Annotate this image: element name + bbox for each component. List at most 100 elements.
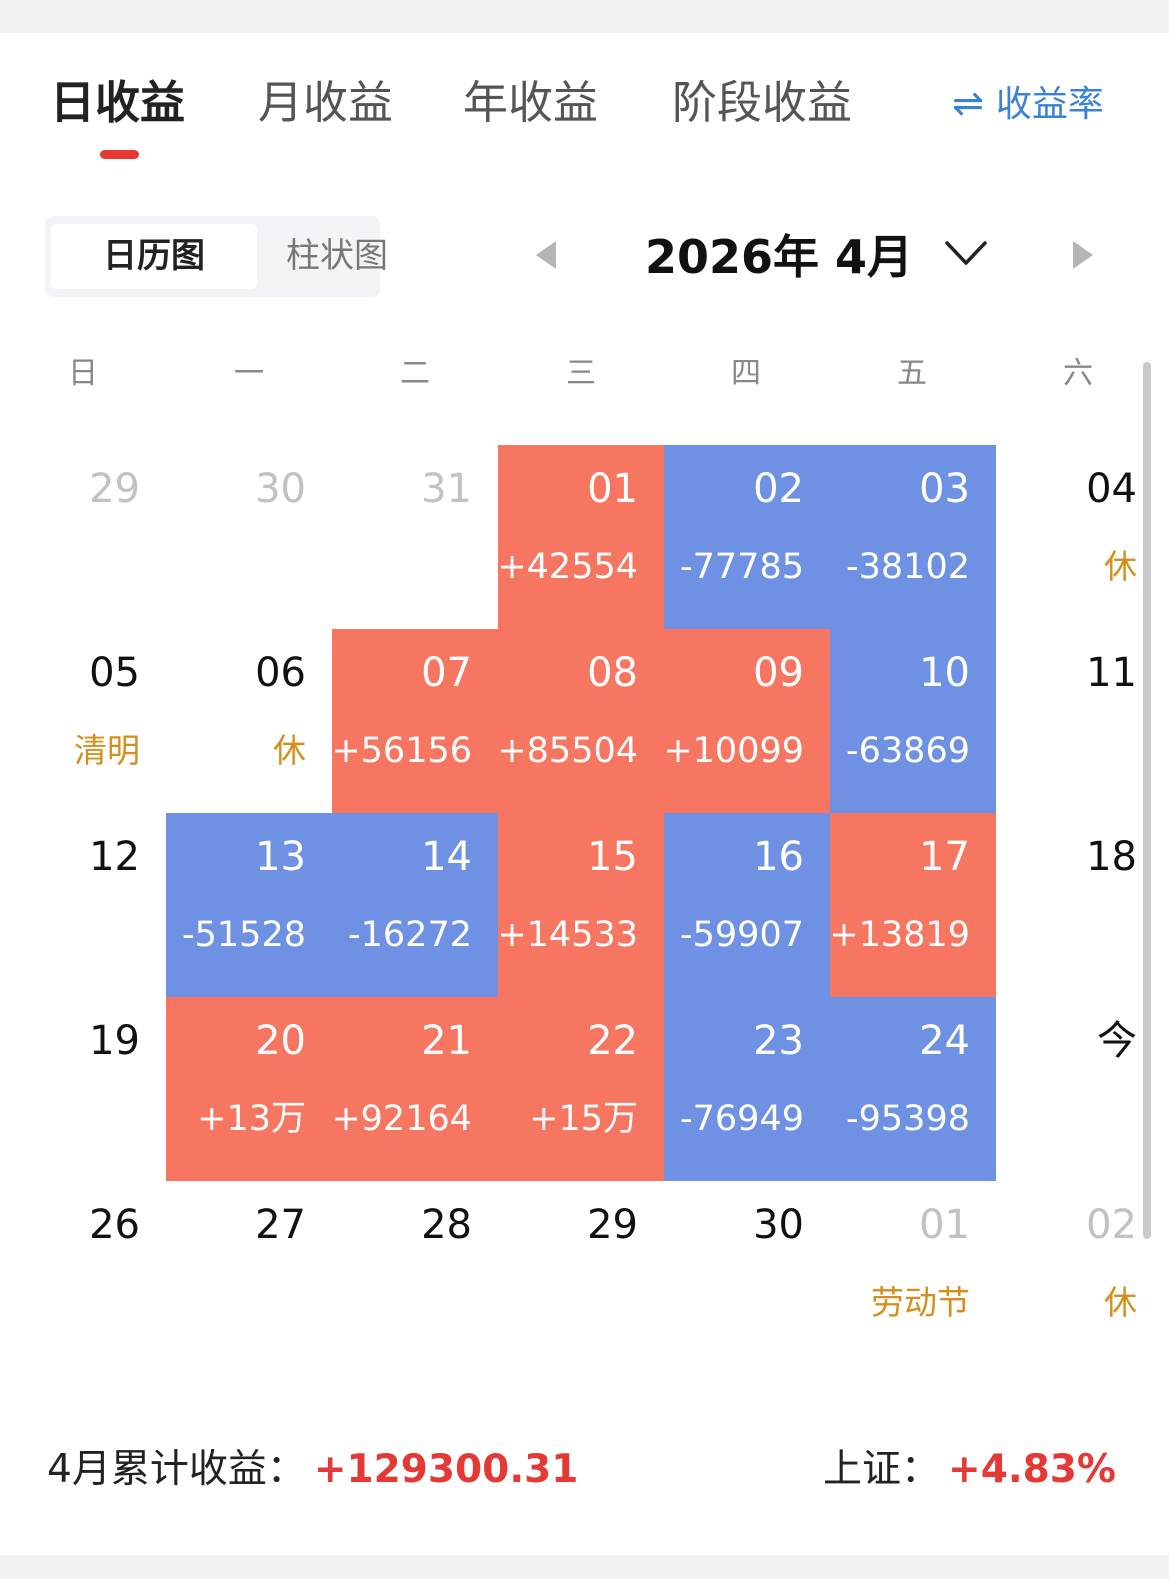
day-number: 29 [89, 466, 140, 512]
daily-pnl: -95398 [846, 1099, 970, 1139]
prev-month-icon[interactable] [536, 241, 556, 269]
monthly-cumulative-summary: 4月累计收益： +129300.31 [47, 1442, 578, 1498]
daily-pnl: -16272 [348, 915, 472, 955]
day-number: 26 [89, 1202, 140, 1248]
calendar-view-button[interactable]: 日历图 [51, 224, 257, 289]
tab-yearly[interactable]: 年收益 [463, 76, 599, 129]
day-number: 09 [753, 650, 804, 696]
calendar-day-cell[interactable]: 29 [498, 1181, 664, 1365]
daily-pnl: +15万 [529, 1099, 638, 1139]
rate-toggle-label: 收益率 [995, 84, 1104, 125]
calendar-day-cell[interactable]: 05 清明 [0, 629, 166, 813]
calendar-day-cell[interactable]: 23 -76949 [664, 997, 830, 1181]
calendar-day-cell[interactable]: 31 [332, 445, 498, 629]
daily-pnl: +42554 [497, 547, 638, 587]
daily-pnl: +56156 [331, 731, 472, 771]
day-number: 12 [89, 834, 140, 880]
daily-pnl: -76949 [680, 1099, 804, 1139]
calendar-day-cell[interactable]: 今 [996, 997, 1143, 1181]
day-number: 24 [919, 1018, 970, 1064]
calendar-day-cell[interactable]: 30 [664, 1181, 830, 1365]
active-tab-indicator [100, 150, 139, 159]
calendar-day-cell[interactable]: 30 [166, 445, 332, 629]
calendar-day-cell[interactable]: 24 -95398 [830, 997, 996, 1181]
day-number: 30 [753, 1202, 804, 1248]
day-number: 01 [919, 1202, 970, 1248]
calendar-day-cell[interactable]: 12 [0, 813, 166, 997]
calendar-day-cell[interactable]: 02 休 [996, 1181, 1143, 1365]
calendar-day-cell[interactable]: 02 -77785 [664, 445, 830, 629]
calendar-day-cell[interactable]: 14 -16272 [332, 813, 498, 997]
daily-pnl: +85504 [497, 731, 638, 771]
scrollbar[interactable] [1143, 362, 1151, 1239]
calendar-day-cell[interactable]: 01 +42554 [497, 445, 664, 629]
holiday-note: 休 [1104, 1283, 1137, 1322]
chevron-down-icon[interactable] [944, 238, 988, 268]
calendar-day-cell[interactable]: 17 +13819 [829, 813, 996, 997]
holiday-note: 休 [1104, 547, 1137, 586]
tab-period[interactable]: 阶段收益 [672, 76, 853, 129]
day-number: 04 [1086, 466, 1137, 512]
day-number: 16 [753, 834, 804, 880]
calendar-day-cell[interactable]: 20 +13万 [166, 997, 332, 1181]
index-change: 上证： +4.83% [823, 1442, 1116, 1498]
calendar-day-cell[interactable]: 08 +85504 [497, 629, 664, 813]
day-number: 19 [89, 1018, 140, 1064]
daily-pnl: -63869 [846, 731, 970, 771]
calendar-day-cell[interactable]: 19 [0, 997, 166, 1181]
day-number: 21 [421, 1018, 472, 1064]
swap-icon: ⇌ [952, 81, 984, 125]
tab-monthly[interactable]: 月收益 [258, 76, 394, 129]
day-number: 20 [255, 1018, 306, 1064]
calendar-day-cell[interactable]: 06 休 [166, 629, 332, 813]
day-number: 28 [421, 1202, 472, 1248]
day-number: 30 [255, 466, 306, 512]
daily-pnl: -51528 [182, 915, 306, 955]
calendar-day-cell[interactable]: 29 [0, 445, 166, 629]
tab-daily[interactable]: 日收益 [50, 76, 186, 129]
day-number: 31 [421, 466, 472, 512]
calendar-day-cell[interactable]: 16 -59907 [664, 813, 830, 997]
bar-view-button[interactable]: 柱状图 [286, 236, 388, 276]
day-number: 18 [1086, 834, 1137, 880]
next-month-icon[interactable] [1073, 241, 1093, 269]
holiday-note: 休 [273, 731, 306, 770]
calendar-day-cell[interactable]: 15 +14533 [497, 813, 664, 997]
calendar-day-cell[interactable]: 21 +92164 [331, 997, 498, 1181]
calendar-day-cell[interactable]: 07 +56156 [331, 629, 498, 813]
day-number: 02 [1086, 1202, 1137, 1248]
index-label: 上证： [823, 1447, 941, 1492]
calendar-day-cell[interactable]: 09 +10099 [663, 629, 830, 813]
weekday-label: 六 [1063, 356, 1093, 391]
calendar-day-cell[interactable]: 27 [166, 1181, 332, 1365]
day-number: 15 [587, 834, 638, 880]
month-title[interactable]: 2026年 4月 [645, 230, 914, 284]
top-band [0, 0, 1169, 33]
day-number: 02 [753, 466, 804, 512]
weekday-label: 五 [897, 356, 927, 391]
day-number: 22 [587, 1018, 638, 1064]
index-value: +4.83% [948, 1447, 1116, 1492]
daily-pnl: -77785 [680, 547, 804, 587]
weekday-label: 三 [566, 356, 596, 391]
day-number: 05 [89, 650, 140, 696]
calendar-day-cell[interactable]: 26 [0, 1181, 166, 1365]
calendar-day-cell[interactable]: 13 -51528 [166, 813, 332, 997]
daily-pnl: +13万 [197, 1099, 306, 1139]
day-number: 10 [919, 650, 970, 696]
day-number: 06 [255, 650, 306, 696]
rate-toggle-button[interactable]: ⇌ 收益率 [952, 76, 1104, 130]
calendar-day-cell[interactable]: 01 劳动节 [830, 1181, 996, 1365]
daily-pnl: -59907 [680, 915, 804, 955]
day-number: 11 [1086, 650, 1137, 696]
calendar-day-cell[interactable]: 18 [996, 813, 1143, 997]
calendar-day-cell[interactable]: 28 [332, 1181, 498, 1365]
day-number: 13 [255, 834, 306, 880]
calendar-day-cell[interactable]: 03 -38102 [830, 445, 996, 629]
calendar-day-cell[interactable]: 04 休 [996, 445, 1143, 629]
calendar-day-cell[interactable]: 22 +15万 [498, 997, 664, 1181]
calendar-day-cell[interactable]: 10 -63869 [830, 629, 996, 813]
calendar-day-cell[interactable]: 11 [996, 629, 1143, 813]
daily-pnl: +13819 [829, 915, 970, 955]
bottom-band [0, 1555, 1169, 1579]
